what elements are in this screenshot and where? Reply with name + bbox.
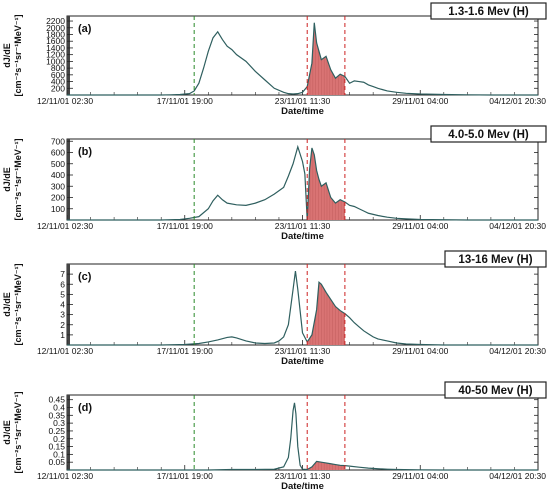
x-tick-label: 12/11/01 02:30 (37, 221, 93, 231)
title-box (430, 125, 547, 143)
x-tick-label: 04/12/01 20:30 (489, 346, 546, 356)
y-tick-label: 0.1 (53, 449, 65, 459)
panel-label: (c) (78, 271, 92, 283)
x-tick-label: 12/11/01 02:30 (37, 96, 93, 106)
y-tick-label: 6 (60, 279, 65, 289)
x-tick-label: 12/11/01 02:30 (37, 346, 93, 356)
y-tick-label: 7 (60, 269, 65, 279)
y-tick-label: 200 (51, 193, 65, 203)
y-axis-band (67, 139, 70, 220)
y-tick-label: 600 (51, 70, 65, 80)
y-axis-label: dJ/dE (2, 43, 12, 68)
y-tick-label: 400 (51, 77, 65, 87)
x-tick-label: 17/11/01 19:00 (157, 96, 213, 106)
y-tick-label: 1 (60, 330, 65, 340)
x-tick-label: 29/11/01 04:00 (392, 96, 448, 106)
y-axis-band (67, 16, 70, 95)
y-tick-label: 3 (60, 310, 65, 320)
x-axis-label: Date/time (281, 231, 324, 242)
series-line (67, 22, 538, 96)
x-tick-label: 23/11/01 11:30 (275, 471, 331, 481)
x-tick-label: 04/12/01 20:30 (489, 96, 546, 106)
series-line (67, 144, 538, 221)
y-tick-label: 2000 (46, 23, 65, 33)
x-tick-label: 17/11/01 19:00 (157, 471, 213, 481)
y-tick-label: 100 (51, 204, 65, 214)
panel-label: (a) (78, 23, 92, 35)
y-tick-label: 200 (51, 83, 65, 93)
y-tick-label: 0.2 (53, 434, 65, 444)
y-axis-label: dJ/dE (2, 292, 12, 317)
y-tick-label: 1000 (46, 56, 65, 66)
y-tick-label: 1200 (46, 50, 65, 60)
x-axis-label: Date/time (281, 481, 324, 492)
x-tick-label: 23/11/01 11:30 (275, 221, 331, 231)
y-tick-label: 1400 (46, 43, 65, 53)
x-axis-label: Date/time (281, 106, 324, 117)
y-axis-label: dJ/dE (2, 167, 12, 192)
y-tick-label: 0.35 (48, 410, 65, 420)
y-tick-label: 5 (60, 289, 65, 299)
y-tick-label: 0.05 (48, 457, 65, 467)
panel-title: 1.3-1.6 Mev (H) (448, 6, 529, 18)
title-box (444, 381, 547, 399)
x-tick-label: 17/11/01 19:00 (157, 346, 213, 356)
y-tick-label: 2 (60, 320, 65, 330)
series-line (67, 271, 538, 346)
y-tick-label: 1800 (46, 29, 65, 39)
y-tick-label: 1600 (46, 36, 65, 46)
y-axis-unit: [cm⁻²s⁻¹sr⁻¹MeV⁻¹] (13, 138, 23, 220)
y-tick-label: 700 (51, 136, 65, 146)
y-tick-label: 0.4 (53, 403, 65, 413)
shaded-region (307, 22, 345, 95)
chart-panel-1: 2004006008001000120014001600180020002200… (2, 2, 547, 117)
x-tick-label: 04/12/01 20:30 (489, 221, 546, 231)
x-tick-label: 29/11/01 04:00 (392, 471, 448, 481)
panel-title: 13-16 Mev (H) (458, 254, 532, 266)
title-box (444, 250, 547, 268)
series-line (67, 402, 538, 471)
panel-label: (d) (78, 402, 92, 414)
y-tick-label: 0.3 (53, 418, 65, 428)
panel-label: (b) (78, 146, 92, 158)
plot-frame (66, 394, 539, 471)
chart-panel-4: 0.050.10.150.20.250.30.350.40.45 12/11/01… (2, 381, 547, 492)
y-axis-unit: [cm⁻²s⁻¹sr⁻¹MeV⁻¹] (13, 14, 23, 96)
x-tick-label: 12/11/01 02:30 (37, 471, 93, 481)
x-tick-label: 17/11/01 19:00 (157, 221, 213, 231)
y-axis-band (67, 395, 70, 470)
x-tick-label: 29/11/01 04:00 (392, 221, 448, 231)
plot-frame (66, 15, 539, 96)
y-tick-label: 0.45 (48, 395, 65, 405)
y-axis-label: dJ/dE (2, 420, 12, 445)
y-tick-label: 0.15 (48, 442, 65, 452)
y-tick-label: 4 (60, 300, 65, 310)
y-axis-unit: [cm⁻²s⁻¹sr⁻¹MeV⁻¹] (13, 391, 23, 473)
x-tick-label: 23/11/01 11:30 (275, 96, 331, 106)
y-tick-label: 400 (51, 170, 65, 180)
x-tick-label: 04/12/01 20:30 (489, 471, 546, 481)
y-tick-label: 800 (51, 63, 65, 73)
y-tick-label: 500 (51, 159, 65, 169)
x-tick-label: 23/11/01 11:30 (275, 346, 331, 356)
plot-frame (66, 138, 539, 221)
y-tick-label: 0.25 (48, 426, 65, 436)
y-tick-label: 600 (51, 148, 65, 158)
y-axis-unit: [cm⁻²s⁻¹sr⁻¹MeV⁻¹] (13, 263, 23, 345)
y-tick-label: 2200 (46, 16, 65, 26)
y-tick-label: 300 (51, 181, 65, 191)
x-tick-label: 29/11/01 04:00 (392, 346, 448, 356)
panel-title: 4.0-5.0 Mev (H) (448, 129, 529, 141)
title-box (430, 2, 547, 20)
x-axis-label: Date/time (281, 356, 324, 367)
panel-title: 40-50 Mev (H) (458, 385, 532, 397)
